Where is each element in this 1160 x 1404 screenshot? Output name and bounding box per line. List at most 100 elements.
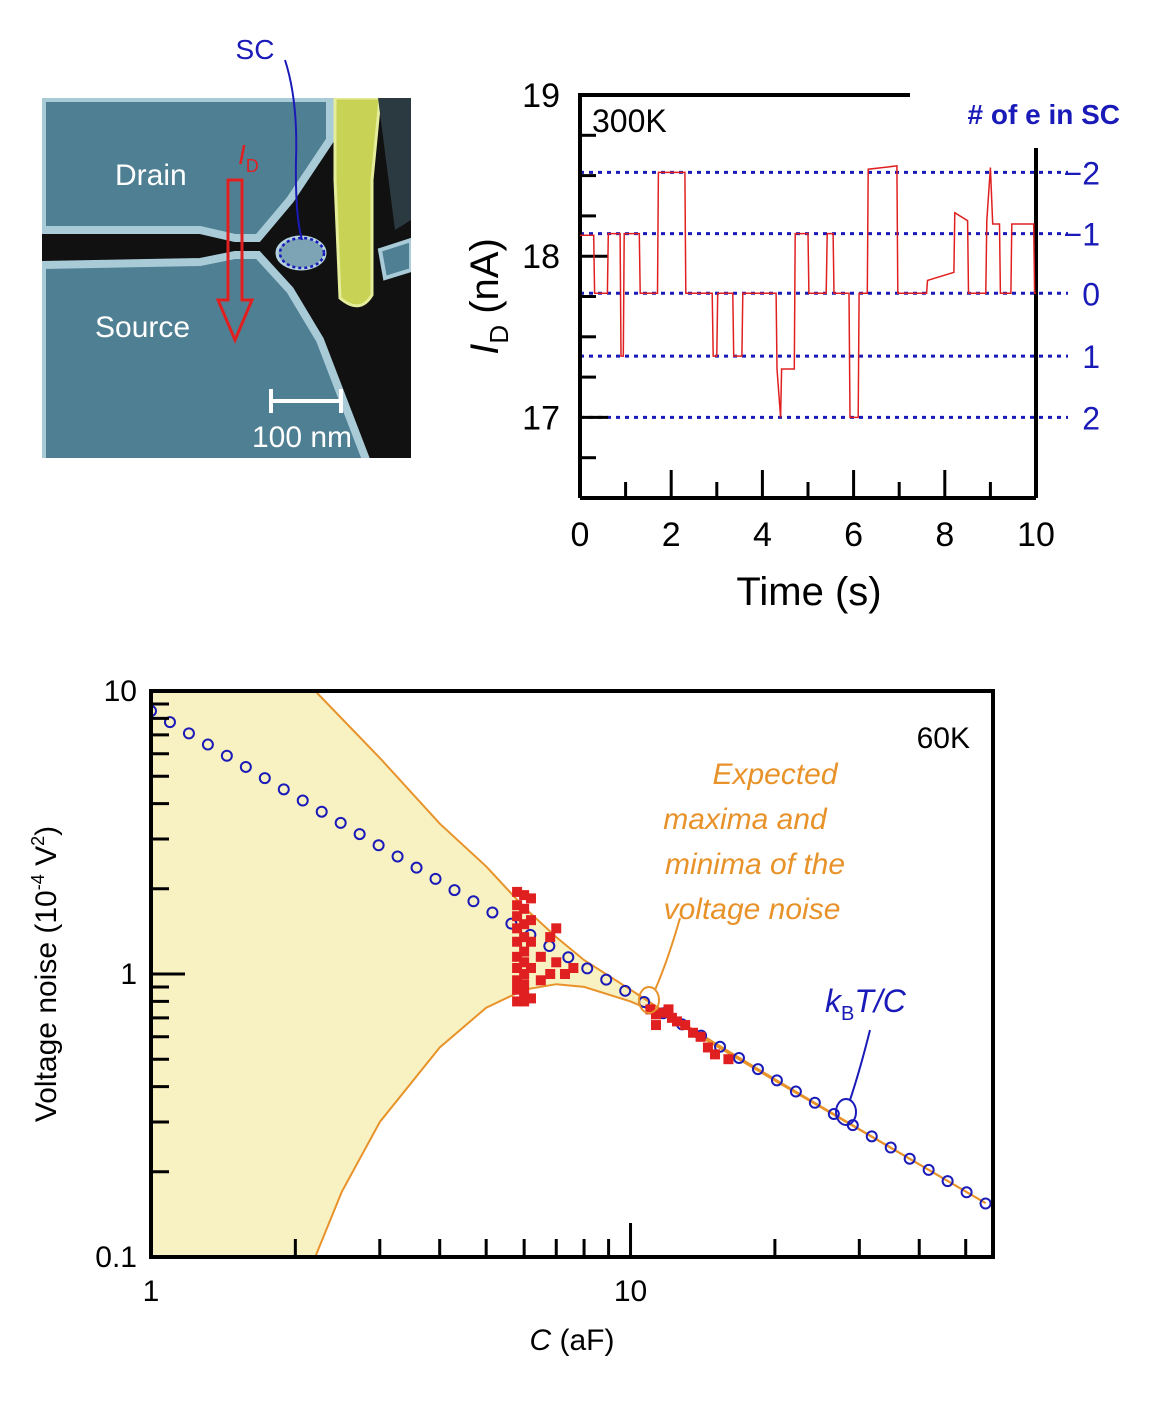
kbtc-point [467, 895, 480, 908]
x-tick-label: 10 [1017, 516, 1055, 554]
kbtc-point [258, 772, 271, 785]
trace-chart-panel: −2 −1 0 1 2 0 2 4 6 8 10 17 18 19 300K # of e in SC … [440, 60, 1140, 620]
noise-x-tick-label: 10 [614, 1275, 647, 1308]
kbtc-point [410, 861, 423, 874]
kbtc-point [429, 872, 442, 885]
measured-point [519, 996, 530, 1007]
kbtc-point [922, 1163, 935, 1176]
drain-electrode [42, 98, 334, 242]
expected-annotation-leader [654, 917, 681, 991]
noise-y-axis-label: Voltage noise (10-4 V2) [28, 826, 63, 1122]
panel-label-60k: 60K [917, 722, 970, 755]
sc-leader-line [284, 59, 303, 241]
measured-point [688, 1027, 699, 1038]
measured-point [545, 932, 556, 943]
kbtc-point [581, 962, 594, 975]
expected-annotation: Expected maxima and minima of the voltage n… [663, 758, 845, 926]
kbtc-point [163, 716, 176, 729]
micrograph-figure: SC Drain Source ID 100 nm [42, 34, 411, 458]
x-tick-label: 8 [935, 516, 954, 554]
kbtc-point [732, 1051, 745, 1064]
measured-point [512, 923, 523, 934]
expected-maxima-series [314, 691, 987, 1204]
x-axis-label: Time (s) [736, 570, 881, 614]
measured-point [512, 911, 523, 922]
expected-annotation-line: voltage noise [664, 893, 841, 926]
measured-point [551, 957, 562, 968]
kbtc-point [201, 738, 214, 751]
y-tick-label: 19 [522, 77, 560, 115]
expected-minima-series [314, 983, 987, 1257]
kbtc-point [884, 1141, 897, 1154]
side-electrode [377, 237, 411, 281]
kbtc-point [770, 1074, 783, 1087]
measured-point [512, 984, 523, 995]
measured-series [512, 886, 734, 1065]
kbtc-point [714, 1040, 727, 1053]
measured-point [512, 975, 523, 986]
measured-point [512, 886, 523, 897]
kbtc-point [296, 794, 309, 807]
measured-point [568, 963, 579, 974]
measured-point [519, 903, 530, 914]
electron-level-label: −1 [1064, 217, 1100, 253]
measured-point [519, 979, 530, 990]
measured-point [666, 1012, 677, 1023]
measured-point [519, 988, 530, 999]
current-trace-series [580, 165, 1036, 419]
kbtc-point [448, 884, 461, 897]
measured-point [680, 1020, 691, 1031]
sc-marker [278, 236, 326, 270]
kbtc-point [960, 1186, 973, 1199]
noise-x-tick-label: 1 [143, 1275, 160, 1308]
kbtc-point [979, 1197, 992, 1210]
kbtc-point [182, 727, 195, 740]
micrograph-panel: SC Drain Source ID 100 nm [0, 0, 440, 480]
kbtc-point [315, 805, 328, 818]
measured-point [723, 1054, 734, 1065]
expected-annotation-line: maxima and [663, 803, 828, 836]
measured-point [535, 975, 546, 986]
panel-label-300k: 300K [592, 103, 667, 139]
electron-level-label: 2 [1082, 400, 1100, 436]
y-tick-label: 17 [522, 399, 560, 437]
dark-region [378, 98, 411, 230]
kbtc-point [334, 816, 347, 829]
gate-electrode [333, 98, 382, 308]
measured-point [545, 969, 556, 979]
svg-text:Voltage noise (10-4 V2): Voltage noise (10-4 V2) [28, 826, 63, 1122]
kbtc-point [562, 951, 575, 964]
noise-chart-panel: 1 10 0.1 1 10 60K Expected maxima and minima o… [0, 660, 1160, 1390]
measured-point [650, 1009, 661, 1020]
measured-point [512, 951, 523, 962]
noise-y-tick-label: 10 [104, 675, 137, 708]
measured-point [672, 1016, 683, 1027]
electron-level-label: −2 [1064, 155, 1100, 191]
measured-point [535, 951, 546, 962]
kbtc-point [486, 906, 499, 919]
measured-point [695, 1031, 706, 1042]
noise-y-tick-label: 0.1 [95, 1241, 137, 1274]
kbtc-point [827, 1107, 840, 1120]
measured-point [650, 1020, 661, 1031]
measured-point [519, 946, 530, 957]
kbtc-point [391, 850, 404, 863]
current-arrow [215, 178, 255, 344]
kbtc-point [789, 1085, 802, 1098]
kbtc-annotation-leader [849, 1029, 871, 1101]
x-tick-label: 4 [753, 516, 772, 554]
electron-count-axis-title: # of e in SC [968, 99, 1120, 130]
trace-axes: 0 2 4 6 8 10 17 18 19 [522, 77, 1055, 554]
kbtc-annotation-ring [835, 1098, 857, 1126]
source-electrode [42, 251, 370, 458]
measured-point [551, 923, 562, 934]
expected-annotation-line: minima of the [665, 848, 845, 881]
measured-point [709, 1049, 720, 1060]
y-tick-label: 18 [522, 238, 560, 276]
scale-bar-label: 100 nm [252, 421, 352, 454]
expected-annotation-ring [638, 986, 660, 1014]
kbtc-point [808, 1096, 821, 1109]
kbtc-point [151, 704, 157, 717]
kbtc-point [372, 839, 385, 852]
